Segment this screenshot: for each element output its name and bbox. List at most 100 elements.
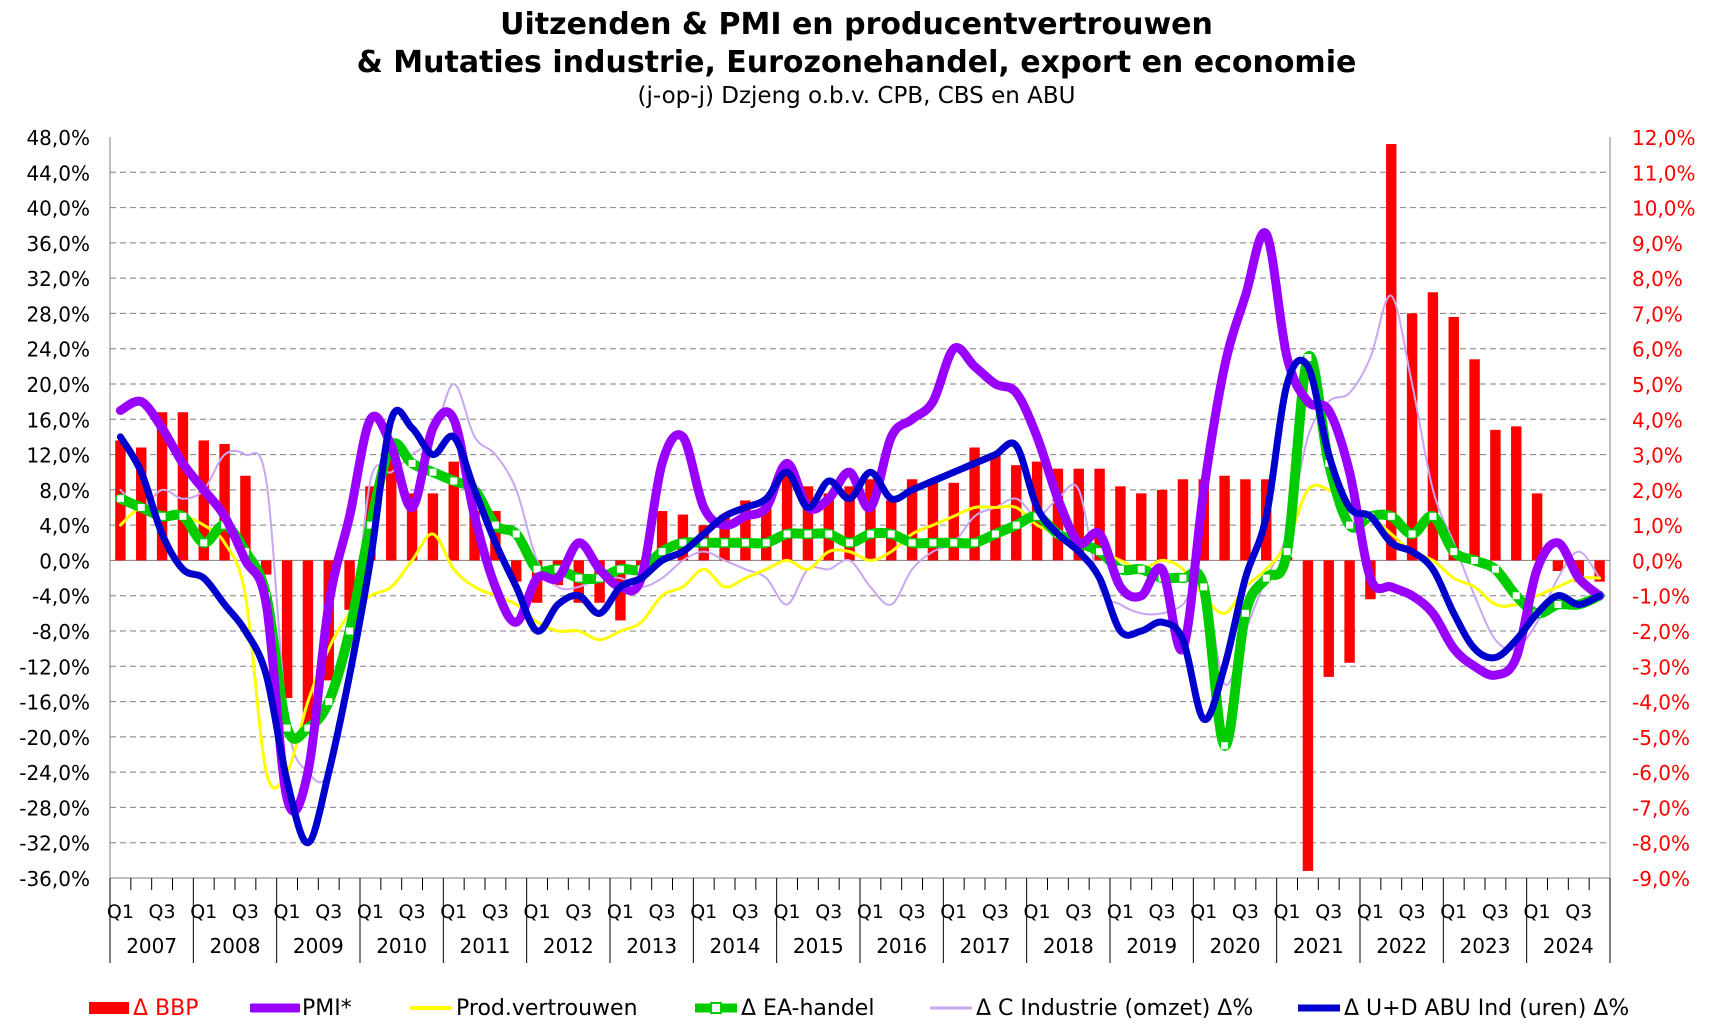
ea-handel-marker bbox=[971, 539, 979, 547]
ea-handel-marker bbox=[512, 530, 520, 538]
year-label: 2017 bbox=[960, 934, 1011, 958]
year-label: 2024 bbox=[1543, 934, 1594, 958]
legend-item-ea: Δ EA-handel bbox=[693, 988, 874, 1028]
ea-handel-marker bbox=[346, 627, 354, 635]
left-tick-label: 0,0% bbox=[39, 549, 90, 573]
bbp-bar bbox=[261, 560, 272, 575]
right-tick-label: 6,0% bbox=[1632, 338, 1683, 362]
left-axis-ticks: 48,0% 44,0% 40,0% 36,0% 32,0% 28,0% 24,0% 20,0%… bbox=[19, 126, 90, 891]
quarter-label: Q3 bbox=[1315, 901, 1342, 923]
quarter-label: Q3 bbox=[1482, 901, 1509, 923]
ea-handel-marker bbox=[679, 539, 687, 547]
quarter-label: Q1 bbox=[1190, 901, 1217, 923]
ea-handel-marker bbox=[554, 565, 562, 573]
quarter-label: Q3 bbox=[399, 901, 426, 923]
bbp-bar bbox=[761, 500, 772, 561]
ea-handel-marker bbox=[866, 530, 874, 538]
chart-plot: 48,0% 44,0% 40,0% 36,0% 32,0% 28,0% 24,0% 20,0%… bbox=[19, 126, 1696, 963]
bbp-bar bbox=[469, 511, 480, 561]
left-tick-label: 36,0% bbox=[26, 232, 90, 256]
quarter-label: Q3 bbox=[315, 901, 342, 923]
bbp-bar bbox=[1594, 560, 1605, 582]
ea-handel-marker bbox=[366, 521, 374, 529]
bbp-bar bbox=[1490, 429, 1501, 561]
bbp-bar bbox=[1386, 144, 1397, 561]
quarter-label: Q3 bbox=[899, 901, 926, 923]
legend-label-industrie: Δ C Industrie (omzet) Δ% bbox=[976, 995, 1254, 1021]
bbp-bar bbox=[511, 560, 522, 582]
quarter-label: Q1 bbox=[524, 901, 551, 923]
right-tick-label: -9,0% bbox=[1632, 867, 1690, 891]
bbp-bar bbox=[1219, 475, 1230, 561]
legend-item-pmi: PMI* bbox=[250, 988, 352, 1028]
bbp-bar bbox=[1011, 465, 1022, 561]
bbp-bar bbox=[740, 500, 751, 561]
bbp-bar bbox=[1531, 493, 1543, 561]
legend-item-industrie: Δ C Industrie (omzet) Δ% bbox=[928, 988, 1253, 1028]
bbp-bar bbox=[1302, 560, 1314, 871]
left-tick-label: 20,0% bbox=[26, 373, 90, 397]
right-tick-label: -2,0% bbox=[1632, 620, 1690, 644]
bbp-bar bbox=[1511, 426, 1522, 561]
quarter-label: Q3 bbox=[1232, 901, 1259, 923]
year-label: 2016 bbox=[876, 934, 927, 958]
quarter-label: Q1 bbox=[774, 901, 801, 923]
bbp-bar bbox=[1073, 468, 1084, 561]
legend-swatch-bbp bbox=[89, 1002, 129, 1014]
ea-handel-marker bbox=[200, 539, 208, 547]
ea-handel-marker bbox=[158, 512, 166, 520]
quarter-label: Q1 bbox=[1357, 901, 1384, 923]
bbp-bar bbox=[156, 412, 168, 561]
ea-handel-marker bbox=[429, 468, 437, 476]
ea-handel-marker bbox=[1116, 565, 1124, 573]
right-axis-ticks: 12,0% 11,0% 10,0% 9,0% 8,0% 7,0% 6,0% 5,0% 4,0% 3… bbox=[1632, 126, 1696, 891]
ea-handel-marker bbox=[1221, 742, 1229, 750]
quarter-label: Q3 bbox=[1149, 901, 1176, 923]
quarter-label: Q1 bbox=[440, 901, 467, 923]
right-tick-label: 0,0% bbox=[1632, 549, 1683, 573]
ea-handel-marker bbox=[1262, 574, 1270, 582]
ea-handel-marker bbox=[1387, 512, 1395, 520]
quarter-label: Q1 bbox=[940, 901, 967, 923]
ea-handel-marker bbox=[1554, 601, 1562, 609]
right-tick-label: 9,0% bbox=[1632, 232, 1683, 256]
quarter-label: Q1 bbox=[1274, 901, 1301, 923]
legend-swatch-pmi bbox=[250, 1003, 300, 1013]
ea-handel-marker bbox=[575, 574, 583, 582]
left-tick-label: 48,0% bbox=[26, 126, 90, 150]
pmi-line bbox=[115, 228, 1605, 816]
ea-handel-marker bbox=[658, 548, 666, 556]
ea-handel-marker bbox=[1512, 592, 1520, 600]
bbp-bar bbox=[948, 482, 959, 561]
bbp-bar bbox=[1552, 560, 1564, 572]
left-tick-label: 8,0% bbox=[39, 479, 90, 503]
bbp-bar bbox=[1448, 316, 1459, 561]
left-tick-label: -12,0% bbox=[19, 655, 90, 679]
quarter-label: Q1 bbox=[690, 901, 717, 923]
bbp-bar bbox=[427, 493, 439, 561]
chart-title-line2: & Mutaties industrie, Eurozonehandel, ex… bbox=[356, 45, 1357, 80]
legend-label-abu: Δ U+D ABU Ind (uren) Δ% bbox=[1344, 995, 1630, 1021]
ea-handel-marker bbox=[762, 539, 770, 547]
ea-handel-marker bbox=[325, 698, 333, 706]
year-label: 2012 bbox=[543, 934, 594, 958]
right-tick-label: 1,0% bbox=[1632, 514, 1683, 538]
right-tick-label: 7,0% bbox=[1632, 302, 1683, 326]
left-tick-label: -20,0% bbox=[19, 726, 90, 750]
right-tick-label: 8,0% bbox=[1632, 267, 1683, 291]
x-axis: Q1 Q3 Q1 Q3 Q1 Q3 Q1 Q3 Q1 Q3 Q1 Q3 Q1 Q3 Q1 Q3 Q1 Q3 Q1 Q3… bbox=[107, 878, 1611, 963]
legend-item-bbp: Δ BBP bbox=[87, 988, 199, 1028]
bbp-bars bbox=[115, 144, 1605, 871]
legend-swatch-abu bbox=[1298, 1004, 1340, 1012]
ea-handel-marker bbox=[1012, 521, 1020, 529]
ea-handel-marker bbox=[179, 512, 187, 520]
right-tick-label: 3,0% bbox=[1632, 444, 1683, 468]
bbp-bar bbox=[177, 412, 189, 561]
abu-line bbox=[116, 356, 1604, 847]
chart-title-line1: Uitzenden & PMI en producentvertrouwen bbox=[500, 7, 1213, 42]
legend-label-bbp: Δ BBP bbox=[133, 995, 199, 1021]
ea-handel-marker bbox=[1200, 583, 1208, 591]
ea-handel-marker bbox=[1096, 548, 1104, 556]
year-label: 2008 bbox=[210, 934, 261, 958]
legend-label-prod: Prod.vertrouwen bbox=[456, 995, 638, 1021]
